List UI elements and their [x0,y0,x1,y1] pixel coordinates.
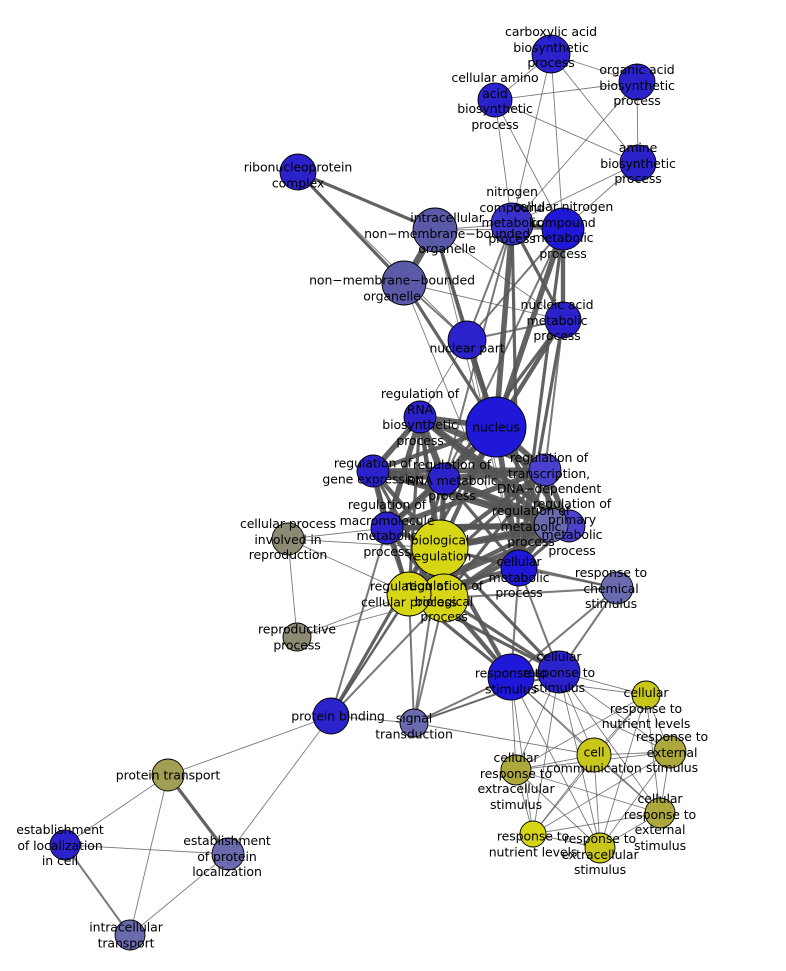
graph-node-response_to_stimulus[interactable] [487,653,535,701]
graph-node-ribonucleoprotein_complex[interactable] [279,153,317,191]
graph-edge [465,227,565,342]
graph-edge [543,318,565,472]
graph-node-cellular_process_involved_in_reproduction[interactable] [271,522,305,556]
graph-node-carboxylic_acid_biosynthetic[interactable] [531,34,571,74]
graph-edge [550,53,564,230]
graph-edge [494,81,638,101]
graph-edge [494,99,639,164]
graph-edge [64,844,229,855]
graph-edge [434,229,564,321]
graph-node-regulation_of_rna_biosynthetic[interactable] [403,400,437,434]
graph-edge [297,171,468,341]
graph-edge [532,751,671,835]
graph-node-amine_biosynthetic[interactable] [619,144,657,182]
graph-node-regulation_of_gene_expression[interactable] [356,454,390,488]
graph-edge [532,812,661,835]
graph-edge [166,773,230,856]
graph-edge [511,53,552,225]
graph-node-intracellular_transport[interactable] [114,919,146,951]
graph-node-regulation_of_transcription_dna_dependent[interactable] [528,453,562,487]
graph-edge [515,694,647,771]
graph-edge [403,282,564,321]
graph-node-nucleic_acid_metabolic[interactable] [544,301,582,339]
graph-edge [329,425,498,718]
graph-edge [511,81,638,225]
graph-edge [442,586,619,600]
graph-edge [329,596,446,718]
graph-node-cellular_response_to_stimulus[interactable] [537,650,581,694]
graph-edge [296,170,437,232]
graph-edge [413,722,595,756]
graph-edge [510,676,671,753]
graph-edge [412,670,561,725]
graph-edge [129,774,169,936]
graph-edge [493,221,515,430]
graph-node-establishment_of_protein_localization[interactable] [211,837,245,871]
graph-node-response_to_extracellular_stimulus[interactable] [584,832,616,864]
graph-node-cellular_response_to_external_stimulus[interactable] [644,797,676,829]
graph-node-organic_acid_biosynthetic[interactable] [618,63,656,101]
graph-node-response_to_external_stimulus[interactable] [653,735,687,769]
graph-node-cellular_nitrogen_compound_metabolic[interactable] [541,207,585,251]
graph-edge [287,527,388,540]
graph-node-nuclear_part[interactable] [447,320,487,360]
graph-edge [599,694,647,849]
graph-edge [550,53,639,164]
graph-node-regulation_of_rna_metabolic[interactable] [427,462,461,496]
graph-node-intracellular_non_membrane_bounded_organelle[interactable] [412,207,458,253]
graph-node-nucleus[interactable] [465,396,527,458]
graph-edge [167,715,332,776]
graph-node-cell_communication[interactable] [576,737,612,773]
graph-edge [64,774,169,846]
graph-node-cellular_metabolic[interactable] [500,549,538,587]
graph-node-establishment_of_localization_in_cell[interactable] [49,829,81,861]
graph-edge [515,769,661,814]
graph-node-response_to_nutrient_levels[interactable] [519,820,547,848]
graph-node-cellular_response_to_nutrient_levels[interactable] [631,680,661,710]
graph-node-protein_transport[interactable] [151,758,185,792]
graph-node-reproductive_process[interactable] [282,622,312,652]
graph-edge [438,546,561,674]
node-layer [49,34,687,951]
graph-edge [129,853,229,936]
graph-edge [494,99,564,230]
graph-edge [296,170,406,285]
graph-node-cellular_amino_acid_biosynthetic[interactable] [477,82,513,118]
graph-edge [63,843,132,937]
graph-node-protein_binding[interactable] [312,697,350,735]
graph-edge [329,526,389,718]
graph-edge [599,751,671,849]
edge-layer [63,53,671,937]
graph-edge [511,162,639,225]
graph-node-cellular_response_to_extracellular_stimulus[interactable] [500,754,532,786]
graph-node-regulation_of_cellular_process[interactable] [386,571,432,617]
graph-node-nitrogen_compound_metabolic[interactable] [490,202,534,246]
graph-edge [515,769,601,849]
graph-edge [370,467,548,474]
graph-node-biological_regulation[interactable] [411,519,469,577]
graph-edge [403,282,520,569]
graph-edge [227,715,332,855]
graph-node-regulation_of_metabolic[interactable] [533,507,569,543]
graph-node-regulation_of_macromolecule_metabolic[interactable] [370,511,404,545]
graph-node-signal_transduction[interactable] [399,708,429,738]
graph-node-non_membrane_bounded_organelle[interactable] [381,260,427,306]
graph-node-response_to_chemical_stimulus[interactable] [600,571,634,605]
